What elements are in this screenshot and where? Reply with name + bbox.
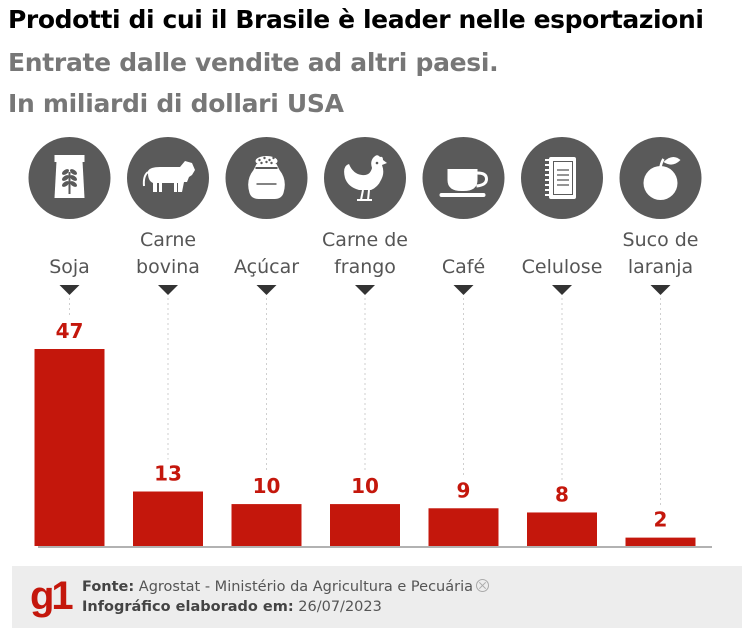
close-circle-icon — [476, 579, 490, 592]
bar-soja — [34, 349, 105, 546]
subtitle-line-2: In miliardi di dollari USA — [8, 89, 344, 118]
value-label-cafe: 9 — [457, 478, 471, 502]
bar-chart: Soja 47 Carne bovina 13 Açúcar 10 Carne de frang… — [28, 137, 712, 548]
value-label-carne-de-frango: 10 — [351, 474, 379, 498]
value-label-suco-de-laranja: 2 — [654, 508, 668, 532]
bar-celulose — [527, 512, 597, 546]
value-label-acucar: 10 — [253, 474, 281, 498]
value-label-soja: 47 — [56, 319, 84, 343]
coffee-cup-icon — [422, 137, 505, 219]
source-label: Fonte: — [82, 579, 135, 595]
bar-carne-de-frango — [330, 504, 400, 546]
cow-icon — [127, 137, 209, 219]
footer: g1 Fonte: Agrostat - Ministério da Agric… — [12, 566, 742, 628]
category-label-soja: Soja — [49, 256, 90, 278]
category-marker-soja — [59, 285, 80, 295]
category-label-cafe: Café — [442, 256, 485, 278]
orange-icon — [619, 137, 702, 219]
category-label-acucar: Açúcar — [234, 256, 299, 278]
category-marker-carne-bovina — [158, 285, 178, 295]
bar-carne-bovina — [133, 491, 203, 546]
value-label-celulose: 8 — [555, 482, 569, 506]
page-title: Prodotti di cui il Brasile è leader nell… — [8, 5, 704, 34]
category-label-celulose: Celulose — [522, 256, 603, 278]
category-label-carne-de-frango: Carne de frango — [322, 229, 408, 278]
source-line: Fonte: Agrostat - Ministério da Agricult… — [82, 579, 490, 595]
category-marker-cafe — [453, 285, 474, 295]
bar-acucar — [231, 504, 302, 546]
category-label-suco-de-laranja: Suco de laranja — [623, 229, 699, 278]
source-value: Agrostat - Ministério da Agricultura e P… — [138, 579, 474, 595]
sugar-sack-icon — [225, 137, 308, 219]
g1-logo: g1 — [30, 574, 74, 618]
category-marker-celulose — [552, 285, 572, 295]
category-marker-acucar — [256, 285, 277, 295]
bar-cafe — [428, 508, 499, 546]
date-label: Infográfico elaborado em: — [82, 599, 294, 615]
chicken-icon — [324, 137, 406, 219]
grain-sack-icon — [28, 137, 111, 219]
category-marker-suco-de-laranja — [650, 285, 671, 295]
category-label-carne-bovina: Carne bovina — [136, 229, 200, 278]
value-label-carne-bovina: 13 — [154, 462, 182, 486]
subtitle-line-1: Entrate dalle vendite ad altri paesi. — [8, 48, 499, 77]
category-marker-carne-de-frango — [355, 285, 375, 295]
bar-suco-de-laranja — [625, 537, 696, 546]
date-value: 26/07/2023 — [298, 599, 382, 615]
notebook-icon — [521, 137, 603, 219]
date-line: Infográfico elaborado em: 26/07/2023 — [82, 599, 382, 615]
